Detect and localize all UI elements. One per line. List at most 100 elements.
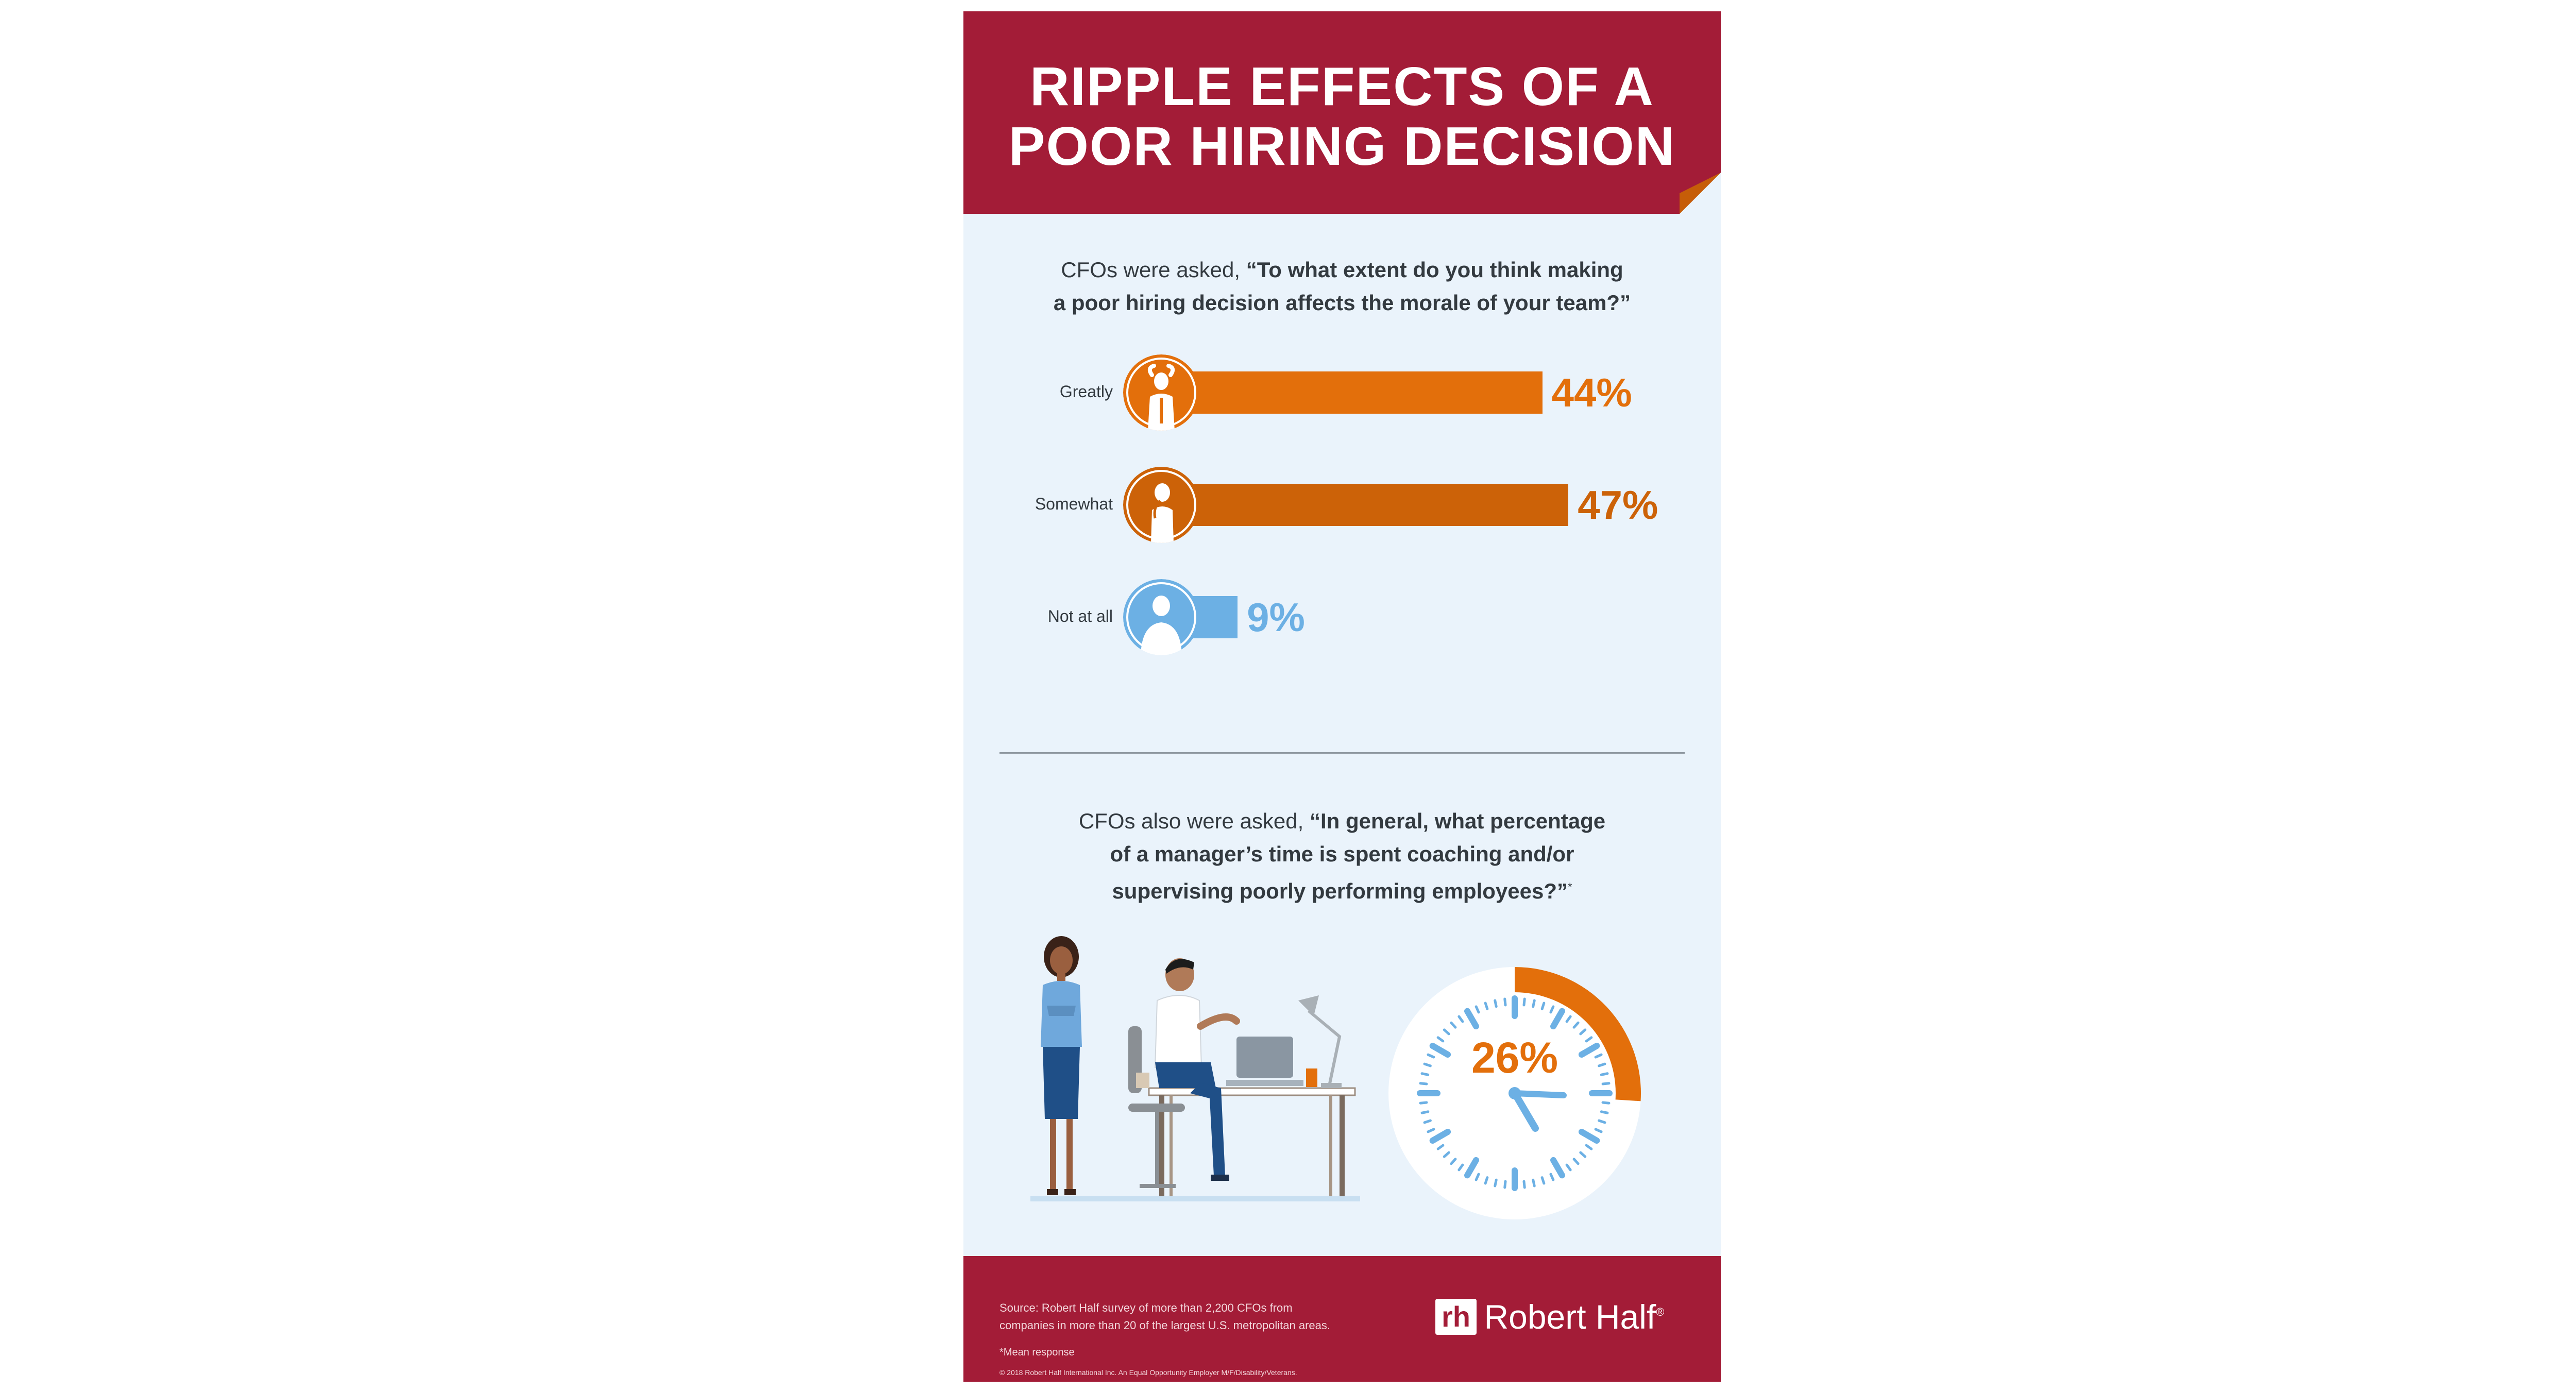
- page-title: RIPPLE EFFECTS OF A POOR HIRING DECISION: [963, 57, 1721, 176]
- question-1-line-2: a poor hiring decision affects the moral…: [1053, 291, 1631, 315]
- clock-minor-tick: [1549, 1005, 1555, 1014]
- source-line-1: Source: Robert Half survey of more than …: [999, 1301, 1293, 1314]
- clock-minor-tick: [1484, 1002, 1489, 1010]
- question-2: CFOs also were asked, “In general, what …: [1005, 805, 1680, 908]
- clock-minor-tick: [1475, 1173, 1480, 1181]
- title-line-2: POOR HIRING DECISION: [1008, 116, 1676, 177]
- source-line-2: companies in more than 20 of the largest…: [999, 1319, 1331, 1332]
- clock-minor-tick: [1600, 1072, 1609, 1076]
- clock-minor-tick: [1549, 1173, 1555, 1181]
- question-1-intro: CFOs were asked,: [1061, 258, 1246, 282]
- footnote-mark: *: [1567, 880, 1572, 893]
- clock-major-tick: [1578, 1129, 1600, 1144]
- office-illustration: [1030, 936, 1360, 1201]
- clock-minor-tick: [1427, 1053, 1435, 1059]
- clock-minor-tick: [1600, 1110, 1609, 1114]
- clock-minor-tick: [1443, 1151, 1450, 1158]
- frustrated-person-icon: [1123, 354, 1199, 431]
- logo-registered: ®: [1656, 1305, 1665, 1318]
- question-1-line-1: “To what extent do you think making: [1246, 258, 1623, 282]
- robert-half-logo: rh Robert Half®: [1435, 1297, 1664, 1338]
- logo-text: Robert Half: [1484, 1298, 1656, 1336]
- logo-mark: rh: [1435, 1299, 1477, 1335]
- clock-minor-tick: [1494, 999, 1498, 1008]
- clock-minor-tick: [1419, 1101, 1428, 1105]
- question-1: CFOs were asked, “To what extent do you …: [1005, 253, 1680, 319]
- bar-value-label: 44%: [1551, 370, 1632, 415]
- clock-pie-chart: 26%: [1388, 967, 1641, 1219]
- clock-minor-tick: [1420, 1072, 1430, 1076]
- clock-minor-tick: [1423, 1062, 1432, 1067]
- clock-minor-tick: [1598, 1119, 1606, 1124]
- bar-value-label: 9%: [1247, 595, 1305, 640]
- standing-woman-figure: [1041, 936, 1082, 1195]
- clock-minor-tick: [1450, 1158, 1457, 1165]
- clock-major-tick: [1550, 1008, 1565, 1030]
- bar-value-label: 47%: [1578, 482, 1658, 528]
- clock-minor-tick: [1594, 1053, 1603, 1059]
- clock-major-tick: [1464, 1157, 1479, 1179]
- bar-label: Somewhat: [1035, 495, 1113, 513]
- clock-minor-tick: [1565, 1015, 1572, 1023]
- clock-major-tick: [1429, 1043, 1451, 1058]
- clock-minor-tick: [1443, 1028, 1450, 1036]
- clock-major-tick: [1464, 1008, 1479, 1030]
- clock-center: [1509, 1087, 1521, 1099]
- copyright-note: © 2018 Robert Half International Inc. An…: [999, 1368, 1297, 1377]
- question-2-line-3: supervising poorly performing employees?…: [1112, 879, 1568, 903]
- desk-lamp-icon: [1298, 995, 1342, 1088]
- bar-greatly: [1159, 371, 1543, 414]
- clock-minor-tick: [1458, 1163, 1464, 1172]
- clock-minor-tick: [1427, 1128, 1435, 1133]
- clock-minor-tick: [1585, 1036, 1593, 1043]
- question-2-intro: CFOs also were asked,: [1078, 809, 1310, 833]
- seated-man-figure: [1154, 958, 1240, 1181]
- clock-minor-tick: [1423, 1119, 1432, 1124]
- clock-minute-hand: [1512, 1090, 1567, 1098]
- clock-minor-tick: [1420, 1110, 1430, 1114]
- question-2-line-1: “In general, what percentage: [1310, 809, 1606, 833]
- clock-minor-tick: [1585, 1144, 1593, 1150]
- clock-major-tick: [1578, 1043, 1600, 1058]
- coffee-cup-icon: [1136, 1073, 1149, 1088]
- clock-minor-tick: [1532, 999, 1536, 1008]
- clock-minor-tick: [1594, 1128, 1603, 1133]
- clock-minor-tick: [1484, 1176, 1489, 1185]
- footer: Source: Robert Half survey of more than …: [963, 1256, 1721, 1382]
- section-divider: [999, 752, 1685, 754]
- clock-minor-tick: [1450, 1021, 1457, 1029]
- clock-minor-tick: [1419, 1082, 1428, 1085]
- clock-minor-tick: [1475, 1005, 1480, 1014]
- clock-minor-tick: [1540, 1176, 1546, 1185]
- bar-label: Not at all: [1047, 607, 1113, 625]
- title-line-1: RIPPLE EFFECTS OF A: [1030, 56, 1654, 117]
- source-note: Source: Robert Half survey of more than …: [999, 1299, 1330, 1334]
- pencil-cup-icon: [1306, 1068, 1317, 1087]
- bar-somewhat: [1159, 484, 1569, 526]
- mean-response-note: *Mean response: [999, 1347, 1075, 1358]
- clock-minor-tick: [1601, 1101, 1611, 1105]
- clock-minor-tick: [1565, 1163, 1572, 1172]
- clock-minor-tick: [1572, 1158, 1580, 1165]
- infographic-poster: RIPPLE EFFECTS OF A POOR HIRING DECISION…: [963, 11, 1721, 1382]
- clock-hour-hand: [1511, 1090, 1539, 1132]
- clock-major-tick: [1550, 1157, 1565, 1179]
- laptop-icon: [1226, 1037, 1303, 1086]
- clock-minor-tick: [1572, 1021, 1580, 1029]
- clock-minor-tick: [1494, 1178, 1498, 1188]
- thinking-person-icon: [1123, 467, 1199, 543]
- clock-minor-tick: [1598, 1062, 1606, 1067]
- question-2-line-2: of a manager’s time is spent coaching an…: [1110, 842, 1574, 866]
- clock-minor-tick: [1601, 1082, 1611, 1085]
- clock-minor-tick: [1436, 1036, 1445, 1043]
- folded-corner-icon: [1680, 173, 1721, 214]
- clock-minor-tick: [1436, 1144, 1445, 1150]
- clock-minor-tick: [1579, 1151, 1587, 1158]
- clock-minor-tick: [1532, 1178, 1536, 1188]
- clock-ticks: [1417, 995, 1613, 1191]
- clock-minor-tick: [1579, 1028, 1587, 1036]
- neutral-person-icon: [1123, 579, 1199, 655]
- header-banner: RIPPLE EFFECTS OF A POOR HIRING DECISION: [963, 11, 1721, 214]
- pie-value-label: 26%: [1471, 1033, 1558, 1082]
- clock-major-tick: [1429, 1129, 1451, 1144]
